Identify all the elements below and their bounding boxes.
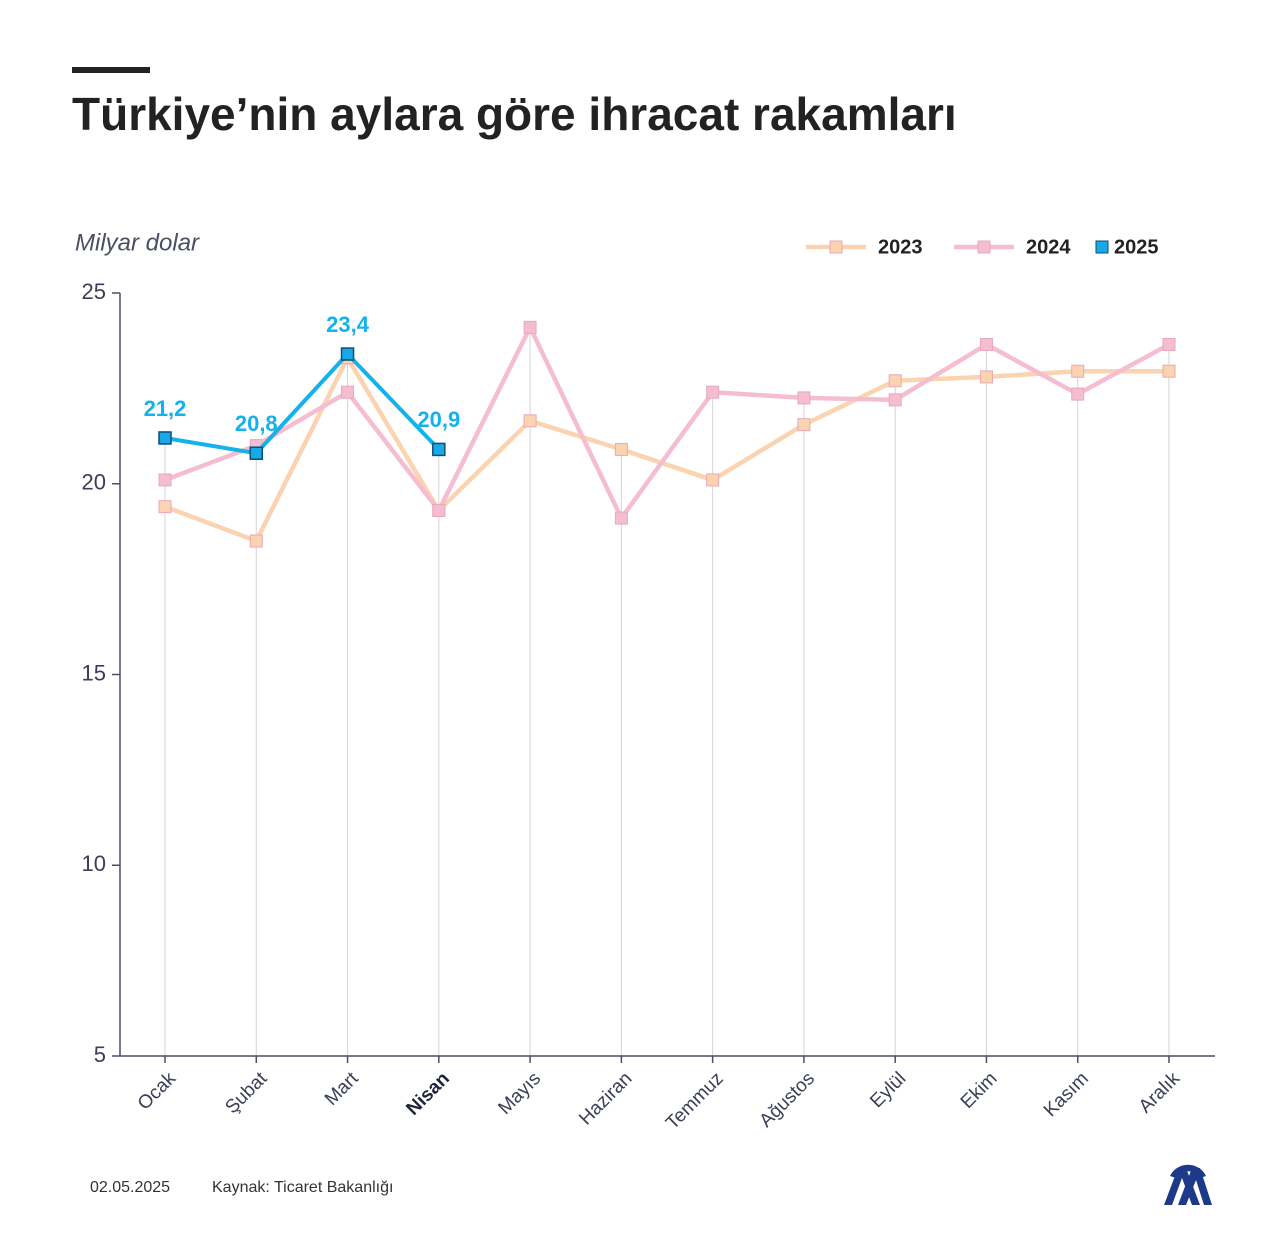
marker bbox=[1162, 338, 1176, 352]
x-tick-label: Ağustos bbox=[756, 1068, 819, 1131]
marker bbox=[158, 500, 172, 514]
x-tick-label: Ekim bbox=[957, 1068, 1002, 1113]
marker bbox=[797, 418, 811, 432]
marker bbox=[158, 473, 172, 487]
legend-marker bbox=[977, 240, 991, 254]
marker bbox=[706, 385, 720, 399]
marker bbox=[432, 503, 446, 517]
marker bbox=[523, 320, 537, 334]
x-tick-label: Aralık bbox=[1135, 1068, 1185, 1118]
series-line bbox=[164, 325, 1171, 521]
value-label: 20,8 bbox=[235, 411, 278, 436]
series-line bbox=[164, 352, 441, 456]
marker bbox=[706, 473, 720, 487]
x-tick-label: Şubat bbox=[221, 1068, 271, 1118]
legend-marker bbox=[829, 240, 843, 254]
marker bbox=[888, 374, 902, 388]
x-tick-label: Ocak bbox=[134, 1068, 181, 1115]
legend-label: 2024 bbox=[1026, 236, 1071, 258]
marker bbox=[979, 338, 993, 352]
y-tick-label: 25 bbox=[82, 279, 106, 304]
x-tick-label: Mayıs bbox=[494, 1068, 545, 1119]
marker bbox=[1071, 387, 1085, 401]
title-bar bbox=[72, 67, 150, 73]
x-tick-label: Nisan bbox=[402, 1068, 453, 1119]
x-tick-label: Eylül bbox=[866, 1068, 910, 1112]
value-label: 20,9 bbox=[417, 407, 460, 432]
logo bbox=[1164, 1164, 1212, 1205]
marker bbox=[341, 385, 355, 399]
marker bbox=[340, 347, 355, 361]
marker bbox=[1071, 364, 1085, 378]
marker bbox=[249, 534, 263, 548]
x-tick-label: Haziran bbox=[575, 1068, 636, 1129]
x-tick-label: Kasım bbox=[1040, 1068, 1093, 1121]
legend-label: 2025 bbox=[1114, 236, 1159, 258]
x-tick-label: Mart bbox=[321, 1068, 363, 1110]
marker bbox=[979, 370, 993, 384]
y-tick-label: 15 bbox=[82, 660, 106, 685]
series-line bbox=[164, 355, 1169, 544]
y-tick-label: 10 bbox=[82, 851, 106, 876]
x-tick-label: Temmuz bbox=[662, 1068, 728, 1134]
y-tick-label: 20 bbox=[82, 470, 106, 495]
marker bbox=[523, 414, 537, 428]
legend-label: 2023 bbox=[878, 236, 923, 258]
value-label: 23,4 bbox=[326, 312, 370, 337]
marker bbox=[888, 393, 902, 407]
value-label: 21,2 bbox=[144, 396, 187, 421]
marker bbox=[1162, 364, 1176, 378]
marker bbox=[432, 442, 446, 457]
marker bbox=[249, 446, 264, 460]
marker bbox=[158, 431, 172, 445]
footer-date: 02.05.2025 bbox=[90, 1179, 170, 1196]
marker bbox=[614, 511, 628, 525]
y-tick-label: 5 bbox=[94, 1042, 106, 1067]
chart-title: Türkiye’nin aylara göre ihracat rakamlar… bbox=[72, 88, 957, 140]
marker bbox=[797, 391, 811, 405]
footer-source: Kaynak: Ticaret Bakanlığı bbox=[212, 1179, 393, 1196]
marker bbox=[614, 442, 628, 456]
y-axis-label: Milyar dolar bbox=[75, 229, 200, 256]
legend-marker bbox=[1095, 240, 1109, 254]
